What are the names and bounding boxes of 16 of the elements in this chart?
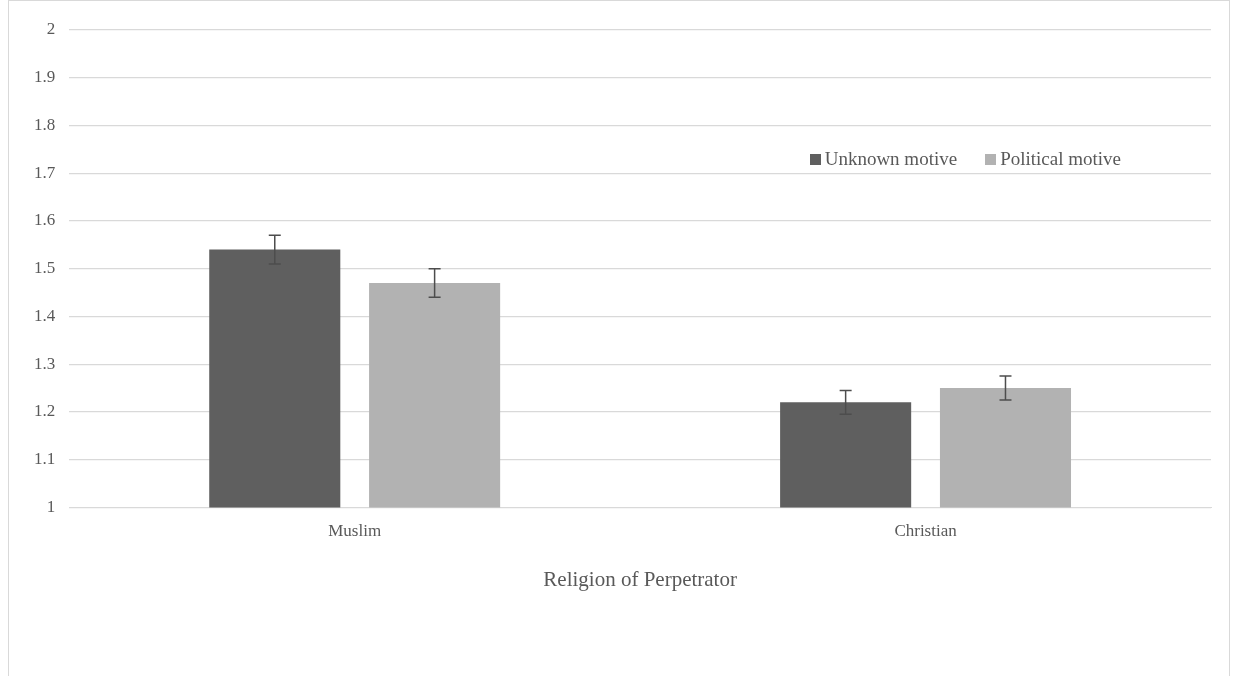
y-tick-label: 1.2	[34, 401, 56, 421]
x-tick-label: Christian	[894, 521, 958, 541]
y-tick-label: 1.7	[34, 162, 56, 182]
y-tick-label: 1.4	[34, 305, 56, 325]
legend-label: Political motive	[1000, 148, 1121, 170]
y-tick-label: 1.5	[34, 258, 56, 278]
y-tick-label: 1.9	[34, 67, 56, 87]
x-axis-title: Religion of Perpetrator	[543, 566, 737, 591]
y-tick-label: 1.8	[34, 114, 56, 134]
y-tick-label: 2	[46, 19, 56, 39]
y-tick-label: 1.3	[34, 353, 56, 373]
legend-label: Unknown motive	[824, 148, 958, 170]
y-tick-label: 1	[46, 496, 56, 516]
x-tick-label: Muslim	[328, 521, 382, 541]
y-tick-label: 1.6	[34, 210, 56, 230]
y-tick-label: 1.1	[34, 449, 56, 469]
